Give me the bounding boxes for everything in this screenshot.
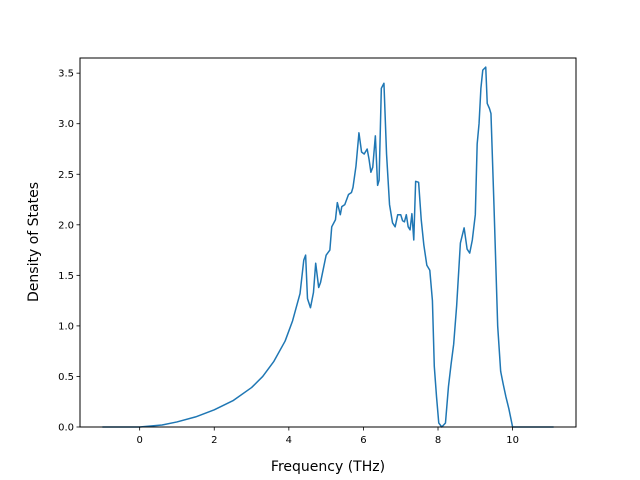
y-tick-label: 1.0 (58, 321, 74, 332)
y-tick-label: 0.5 (58, 372, 74, 383)
axes-frame (79, 57, 577, 428)
y-tick-label: 3.5 (58, 69, 74, 80)
x-axis-label: Frequency (THz) (271, 459, 385, 475)
x-tick-label: 8 (435, 435, 441, 446)
plot-area (102, 66, 554, 428)
x-tick-label: 4 (286, 435, 292, 446)
x-tick-label: 2 (211, 435, 217, 446)
y-tick-label: 2.5 (58, 170, 74, 181)
x-tick-label: 10 (506, 435, 519, 446)
dos-series-line (102, 66, 554, 428)
x-tick-label: 6 (360, 435, 366, 446)
x-tick-label: 0 (136, 435, 142, 446)
y-tick-label: 0.0 (58, 423, 74, 434)
x-axis: 0 2 4 6 8 10 (136, 427, 519, 446)
y-tick-label: 1.5 (58, 271, 74, 282)
y-tick-label: 2.0 (58, 220, 74, 231)
y-axis: 0.0 0.5 1.0 1.5 2.0 2.5 3.0 3.5 (58, 69, 80, 434)
y-tick-label: 3.0 (58, 119, 74, 130)
y-axis-label: Density of States (26, 182, 42, 302)
